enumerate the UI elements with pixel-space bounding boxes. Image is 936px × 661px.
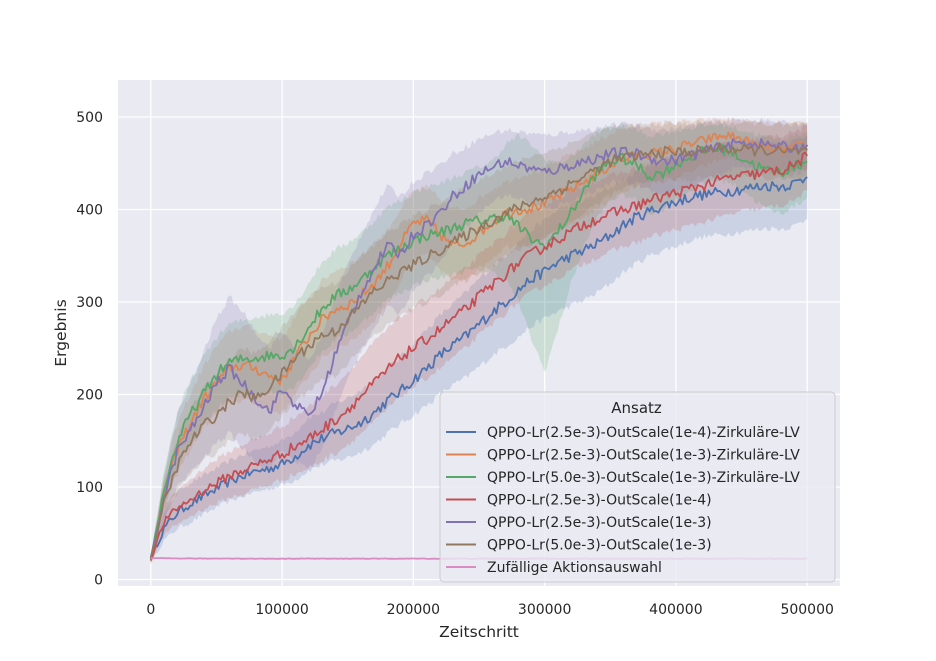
y-tick-label: 0 — [94, 573, 103, 589]
y-tick-label: 100 — [76, 480, 103, 496]
y-tick-label: 300 — [76, 295, 103, 311]
y-tick-label: 500 — [76, 110, 103, 126]
legend-label: QPPO-Lr(2.5e-3)-OutScale(1e-3) — [487, 515, 712, 531]
y-tick-label: 400 — [76, 203, 103, 219]
legend-label: QPPO-Lr(2.5e-3)-OutScale(1e-3)-Zirkuläre… — [487, 448, 800, 464]
y-axis-label: Ergebnis — [52, 299, 70, 366]
x-tick-label: 200000 — [387, 602, 440, 618]
grid — [118, 80, 840, 586]
series-line — [149, 131, 809, 561]
series-lines — [149, 131, 809, 562]
series-band — [150, 117, 808, 564]
confidence-bands — [150, 117, 808, 564]
series-band — [150, 117, 808, 562]
y-tick-label: 200 — [76, 388, 103, 404]
legend-label: Zufällige Aktionsauswahl — [487, 560, 662, 576]
series-band — [150, 119, 808, 563]
legend: Ansatz QPPO-Lr(2.5e-3)-OutScale(1e-4)-Zi… — [439, 391, 836, 583]
x-tick-labels: 0 100000 200000 300000 400000 500000 — [146, 602, 834, 618]
series-line — [149, 151, 808, 561]
x-tick-label: 300000 — [518, 602, 571, 618]
x-axis-label: Zeitschritt — [439, 623, 519, 641]
legend-items: QPPO-Lr(2.5e-3)-OutScale(1e-4)-Zirkuläre… — [446, 425, 800, 576]
legend-label: QPPO-Lr(2.5e-3)-OutScale(1e-4) — [487, 493, 712, 509]
legend-label: QPPO-Lr(2.5e-3)-OutScale(1e-4)-Zirkuläre… — [487, 425, 800, 441]
series-line — [149, 142, 808, 560]
legend-label: QPPO-Lr(5.0e-3)-OutScale(1e-3)-Zirkuläre… — [487, 470, 800, 486]
x-tick-label: 500000 — [780, 602, 833, 618]
series-line — [149, 137, 808, 558]
y-tick-labels: 0 100 200 300 400 500 — [76, 110, 103, 589]
x-tick-label: 0 — [146, 602, 155, 618]
legend-title: Ansatz — [611, 399, 662, 417]
legend-box — [439, 391, 836, 583]
x-tick-label: 100000 — [255, 602, 308, 618]
series-band — [150, 135, 808, 564]
legend-label: QPPO-Lr(5.0e-3)-OutScale(1e-3) — [487, 538, 712, 554]
series-line — [149, 176, 808, 562]
series-band — [150, 124, 808, 564]
x-tick-label: 400000 — [649, 602, 702, 618]
series-band — [150, 122, 808, 563]
